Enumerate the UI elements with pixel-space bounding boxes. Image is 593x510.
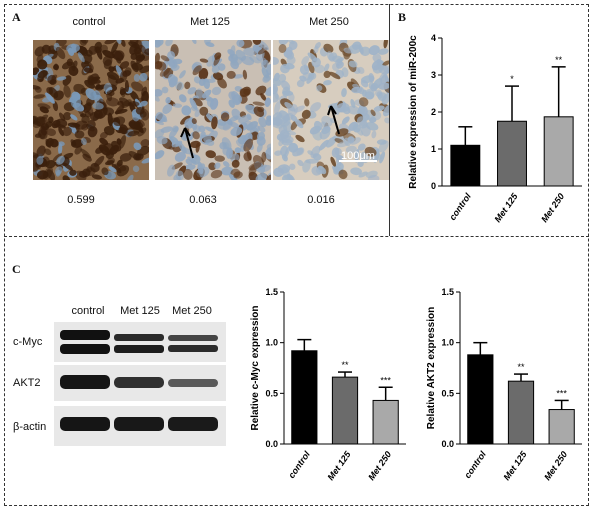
y-tick-label: 2: [431, 107, 436, 117]
significance-label: **: [555, 55, 563, 65]
y-tick-label: 1.0: [265, 338, 278, 348]
x-tick-label: control: [286, 449, 312, 480]
bar-1: [507, 380, 535, 445]
x-tick-label: Met 250: [539, 191, 566, 224]
significance-label: ***: [380, 375, 391, 385]
bar-2: [543, 116, 574, 187]
western-blot: [54, 322, 226, 446]
ihc-tissue-met125: [155, 40, 271, 180]
y-tick-label: 0.5: [265, 388, 278, 398]
y-tick-label: 1: [431, 144, 436, 154]
panel-divider-horizontal: [4, 236, 589, 237]
y-tick-label: 0: [431, 181, 436, 191]
ihc-image-met250: [273, 40, 389, 180]
ihc-value-control: 0.599: [67, 194, 95, 206]
x-tick-label: Met 125: [326, 449, 354, 483]
x-tick-label: Met 250: [542, 449, 569, 482]
blot-strip-cmyc: [54, 322, 226, 362]
significance-label: ***: [556, 388, 567, 398]
bar-0: [467, 354, 494, 445]
bar-1: [497, 120, 527, 187]
bar-2: [548, 409, 575, 445]
arrow-icon: [330, 105, 340, 135]
significance-label: *: [510, 74, 514, 84]
blot-row-bactin: β-actin: [13, 421, 47, 433]
x-tick-label: control: [462, 449, 488, 480]
ihc-image-met125: [155, 40, 271, 180]
significance-label: **: [341, 360, 349, 370]
y-tick-label: 1.5: [441, 287, 454, 297]
blot-col-control: control: [71, 305, 105, 317]
blot-row-akt2: AKT2: [13, 377, 41, 389]
y-axis-label: Relative AKT2 expression: [426, 307, 437, 429]
ihc-label-met250: Met 250: [309, 16, 349, 28]
ihc-tissue-met250: [273, 40, 389, 180]
y-axis-label: Relative c-Myc expression: [250, 305, 261, 430]
y-tick-label: 4: [431, 33, 436, 43]
panel-a-letter: A: [12, 10, 21, 24]
ihc-value-met250: 0.016: [307, 194, 335, 206]
blot-bands-akt2: [60, 375, 218, 389]
blot-bands-bactin: [60, 417, 218, 431]
y-tick-label: 0.0: [265, 439, 278, 449]
x-tick-label: Met 125: [493, 191, 521, 225]
bar-1: [331, 376, 359, 445]
y-tick-label: 0.0: [441, 439, 454, 449]
y-tick-label: 3: [431, 70, 436, 80]
ihc-value-met125: 0.063: [189, 194, 217, 206]
chart-b: 0 1 2 3 4 Relative expression of miR-200c cont…: [408, 33, 582, 225]
figure-frame: [4, 4, 589, 506]
panel-divider-vertical: [389, 4, 390, 236]
panel-c-letter: C: [12, 262, 21, 276]
blot-col-met250: Met 250: [172, 305, 212, 317]
ihc-image-control: [33, 40, 149, 180]
panel-b-letter: B: [398, 10, 407, 24]
ihc-label-met125: Met 125: [190, 16, 230, 28]
ihc-tissue-control: [33, 40, 149, 180]
y-tick-label: 0.5: [441, 388, 454, 398]
blot-col-met125: Met 125: [120, 305, 160, 317]
blot-bands-cmyc: [60, 330, 218, 354]
y-tick-label: 1.0: [441, 338, 454, 348]
chart-c-akt2: 0.0 0.5 1.0 1.5 Relative AKT2 expression cont…: [426, 287, 582, 483]
arrow-icon: [184, 127, 194, 159]
bar-2: [372, 399, 399, 445]
chart-c-cmyc: 0.0 0.5 1.0 1.5 Relative c-Myc expression con…: [250, 287, 406, 483]
x-tick-label: Met 250: [366, 449, 393, 482]
scale-bar-label: 100μm: [341, 150, 375, 162]
significance-label: **: [517, 362, 525, 372]
y-axis-label: Relative expression of miR-200c: [408, 35, 419, 189]
bar-0: [450, 144, 481, 187]
x-tick-label: Met 125: [502, 449, 530, 483]
y-tick-label: 1.5: [265, 287, 278, 297]
x-tick-label: control: [447, 191, 473, 222]
ihc-label-control: control: [72, 16, 106, 28]
blot-row-cmyc: c-Myc: [13, 336, 43, 348]
bar-0: [291, 350, 318, 445]
